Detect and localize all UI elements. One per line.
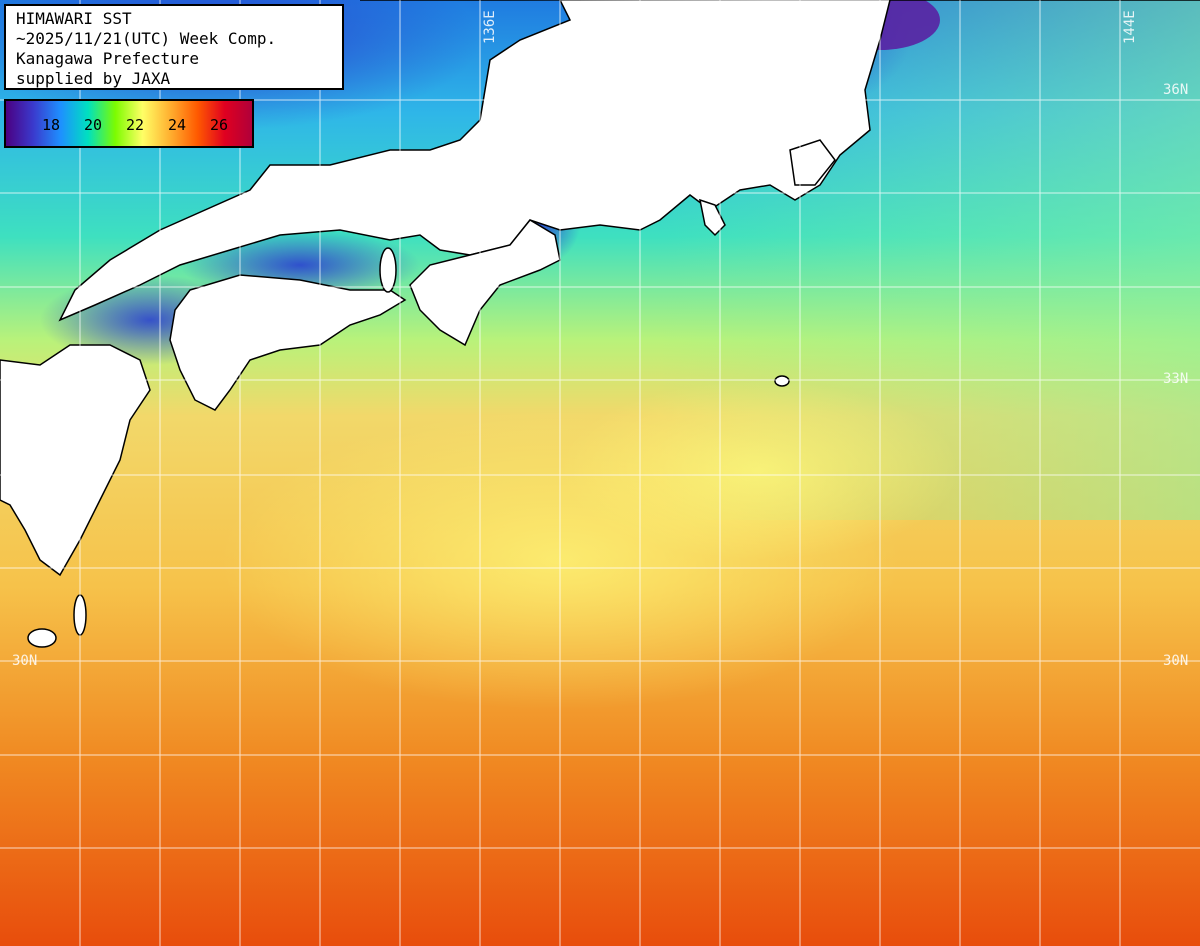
land-awaji — [379, 247, 397, 293]
legend-tick-26: 26 — [209, 116, 229, 134]
legend-tick-24: 24 — [167, 116, 187, 134]
grid-label-lon-136: 136E — [482, 10, 498, 44]
land-boso — [789, 139, 836, 186]
title-line-date: ~2025/11/21(UTC) Week Comp. — [16, 29, 277, 48]
color-legend: 18 20 22 24 26 — [4, 99, 254, 148]
land-hachijo — [774, 375, 790, 387]
grid-label-lat-33-right: 33N — [1163, 371, 1189, 387]
legend-tick-18: 18 — [41, 116, 61, 134]
land — [0, 0, 1200, 648]
map-title-box: HIMAWARI SST ~2025/11/21(UTC) Week Comp.… — [4, 4, 344, 90]
land-shikoku — [169, 274, 407, 411]
grid-label-lat-30-left: 30N — [12, 653, 38, 669]
land-kyushu — [0, 344, 151, 577]
grid-label-lat-36-right: 36N — [1163, 82, 1189, 98]
land-tanegashima — [27, 628, 57, 648]
title-line-product: HIMAWARI SST — [16, 9, 132, 28]
grid-label-lat-30-right: 30N — [1163, 653, 1189, 669]
title-line-region: Kanagawa Prefecture — [16, 49, 200, 68]
land-kii-peninsula — [409, 219, 561, 347]
grid-label-lon-144: 144E — [1122, 10, 1138, 44]
legend-tick-20: 20 — [83, 116, 103, 134]
legend-tick-22: 22 — [125, 116, 145, 134]
sst-warm-patch-2 — [560, 380, 960, 560]
title-line-credit: supplied by JAXA — [16, 69, 171, 88]
legend-tick-labels: 18 20 22 24 26 — [6, 101, 252, 146]
legend-color-bar — [6, 101, 252, 146]
land-honshu — [58, 0, 1200, 322]
